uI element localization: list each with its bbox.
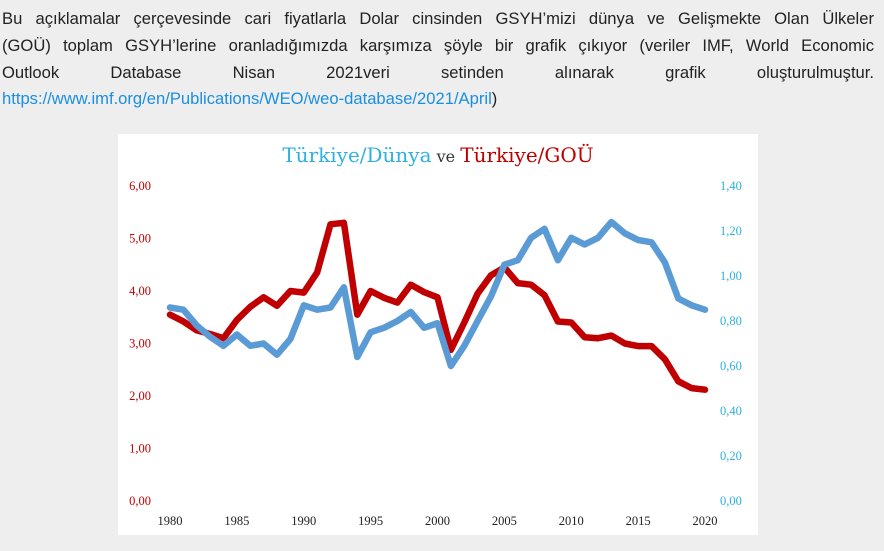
x-tick-label: 1985 (224, 514, 249, 528)
right-tick-label: 0,80 (720, 314, 742, 328)
right-tick-label: 0,60 (720, 359, 742, 373)
chart-title-goü: Türkiye/GOÜ (460, 142, 593, 167)
right-tick-label: 0,40 (720, 404, 742, 418)
paragraph-line-4: https://www.imf.org/en/Publications/WEO/… (2, 86, 874, 113)
right-axis: 0,00 0,20 0,40 0,60 0,80 1,00 1,20 1,40 (720, 179, 742, 508)
right-tick-label: 1,00 (720, 269, 742, 283)
right-tick-label: 0,00 (720, 494, 742, 508)
series-lines (166, 218, 709, 393)
left-tick-label: 2,00 (129, 389, 151, 403)
paragraph-line-2: (GOÜ) toplam GSYH’lerine oranladığımızda… (2, 35, 874, 55)
left-tick-label: 4,00 (129, 284, 151, 298)
right-tick-label: 1,20 (720, 224, 742, 238)
series-line-turkiye-dunya (166, 218, 709, 370)
paragraph-line-3: Outlook Database Nisan 2021veri setinden… (2, 62, 874, 82)
intro-paragraph: Bu açıklamalar çerçevesinde cari fiyatla… (2, 6, 874, 113)
x-tick-label: 1980 (158, 514, 183, 528)
chart-title: Türkiye/Dünya ve Türkiye/GOÜ (282, 142, 593, 167)
x-axis: 1980 1985 1990 1995 2000 2005 2010 2015 2020 (158, 514, 718, 528)
left-tick-label: 0,00 (129, 494, 151, 508)
chart-title-connector: ve (432, 147, 461, 166)
x-tick-label: 2005 (492, 514, 517, 528)
left-axis: 0,00 1,00 2,00 3,00 4,00 5,00 6,00 (129, 179, 151, 508)
x-tick-label: 1990 (291, 514, 316, 528)
x-tick-label: 2020 (693, 514, 718, 528)
series-line-turkiye-gou (166, 219, 709, 393)
x-tick-label: 1995 (358, 514, 383, 528)
right-tick-label: 0,20 (720, 449, 742, 463)
x-tick-label: 2000 (425, 514, 450, 528)
x-tick-label: 2015 (626, 514, 651, 528)
left-tick-label: 5,00 (129, 232, 151, 246)
chart-title-world: Türkiye/Dünya (282, 143, 431, 167)
x-tick-label: 2010 (559, 514, 584, 528)
left-tick-label: 3,00 (129, 337, 151, 351)
right-tick-label: 1,40 (720, 179, 742, 193)
line-chart: Türkiye/Dünya ve Türkiye/GOÜ 0,00 1,00 2,0… (129, 142, 742, 528)
left-tick-label: 6,00 (129, 179, 151, 193)
link-suffix: ) (491, 89, 498, 109)
paragraph-line-1: Bu açıklamalar çerçevesinde cari fiyatla… (2, 9, 874, 28)
imf-link[interactable]: https://www.imf.org/en/Publications/WEO/… (2, 89, 492, 109)
left-tick-label: 1,00 (129, 442, 151, 456)
chart-container: Türkiye/Dünya ve Türkiye/GOÜ 0,00 1,00 2,0… (118, 134, 758, 535)
